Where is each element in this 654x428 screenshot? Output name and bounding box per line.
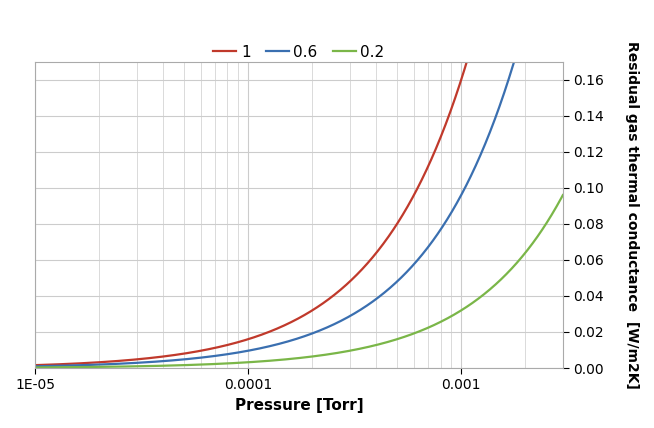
0.6 [443,218,451,223]
0.6 [394,279,402,284]
1 [264,330,271,335]
0.2 [31,365,39,370]
Legend: 1, 0.6, 0.2: 1, 0.6, 0.2 [207,39,390,66]
1 [245,336,252,342]
Line: 1: 1 [35,0,563,365]
1 [31,363,39,368]
Y-axis label: Residual gas thermal conductance  [W/m2K]: Residual gas thermal conductance [W/m2K] [625,41,639,389]
0.2 [443,316,451,321]
0.6 [245,348,252,353]
0.6 [85,363,93,368]
0.2 [394,336,402,342]
0.2 [559,193,567,198]
1 [85,360,93,366]
1 [452,92,460,98]
Line: 0.6: 0.6 [35,0,563,366]
0.2 [264,358,271,363]
0.2 [452,311,460,316]
Line: 0.2: 0.2 [35,195,563,368]
1 [394,221,402,226]
0.6 [452,202,460,207]
0.6 [264,344,271,349]
0.6 [31,364,39,369]
0.2 [245,360,252,365]
X-axis label: Pressure [Torr]: Pressure [Torr] [235,398,363,413]
0.2 [85,364,93,369]
1 [443,119,451,124]
